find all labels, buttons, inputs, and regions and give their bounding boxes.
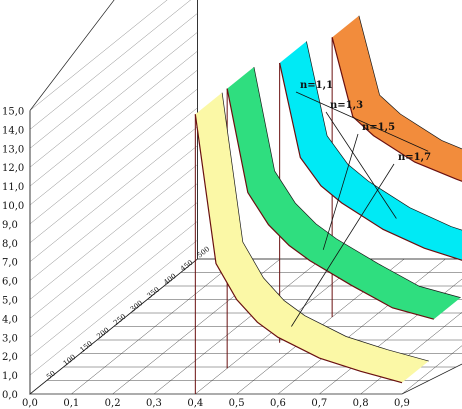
y-tick-label: 7,0 [2,258,18,269]
y-tick-label: 4,0 [2,314,18,325]
wall-y-gridline [29,164,198,300]
series-line [279,62,462,261]
floor-x-gridline [71,258,239,395]
series-back-edge [221,92,429,362]
depth-tick-label: 150 [79,340,94,355]
wall-y-gridline [29,145,198,281]
y-tick-label: 5,0 [2,296,18,307]
series-label: n=1,7 [398,152,431,163]
wall-y-gridline [29,0,168,111]
wall-y-gridline [29,88,198,225]
depth-tick-label: 250 [112,313,127,328]
wall-y-gridline [29,126,198,262]
x-tick-label: 0,6 [270,398,286,409]
series-leader-line [325,111,397,219]
depth-tick-label: 400 [162,272,177,287]
floor-x-gridline [319,278,462,395]
y-tick-label: 9,0 [2,220,18,231]
x-tick-label: 0,4 [187,398,203,409]
depth-tick-label: 200 [95,326,110,341]
x-tick-label: 0,9 [394,398,410,409]
x-tick-label: 0,0 [22,398,38,409]
series-leader-line [322,133,359,250]
y-tick-label: 6,0 [2,277,18,288]
series-label: n=1,5 [362,122,395,133]
y-tick-label: 8,0 [2,239,18,250]
y-tick-label: 10,0 [2,201,24,212]
wall-y-gridline [29,32,198,168]
floor-x-gridline [153,258,322,395]
x-tick-label: 0,7 [311,398,327,409]
floor-x-gridline [401,345,462,395]
series-line [226,88,434,320]
y-tick-label: 1,0 [2,371,18,382]
y-tick-label: 11,0 [2,182,24,193]
depth-tick-label: 350 [146,286,161,301]
chart-series-group [194,15,462,394]
series-back-edge [253,66,461,298]
series-back-edge [306,41,462,231]
series-label: n=1,1 [300,80,333,91]
series-ribbon [332,15,462,182]
left-wall-outline [29,0,198,395]
depth-tick-label: 300 [129,299,144,314]
series-leader-line [291,163,395,327]
wall-y-gridline [29,202,198,338]
series-line [331,37,462,182]
x-tick-label: 0,3 [146,398,162,409]
y-tick-label: 0,0 [2,390,18,401]
chart-annotations: n=1,1 n=1,3 n=1,5 n=1,7 [291,80,431,327]
x-tick-label: 0,5 [229,398,245,409]
wall-y-gridline [29,221,198,357]
y-tick-label: 3,0 [2,333,18,344]
y-tick-label: 2,0 [2,352,18,363]
y-tick-label: 14,0 [2,125,24,136]
series-ribbon [195,92,429,383]
y-tick-label: 13,0 [2,144,24,155]
series-leader-line [295,91,429,152]
series-line [194,114,403,384]
depth-tick-label: 450 [179,259,194,274]
wall-y-gridline [29,69,198,206]
depth-tick-label: 100 [62,353,77,368]
floor-x-gridline [277,258,446,395]
depth-tick-label: 500 [196,245,211,260]
x-tick-label: 0,2 [105,398,121,409]
depth-tick-label: 50 [45,369,57,381]
wall-y-gridline [29,13,198,149]
y-tick-label: 15,0 [2,107,24,118]
series-ribbon [227,67,461,320]
wall-y-gridline [29,0,191,130]
x-tick-label: 0,1 [63,398,79,409]
series-back-edge [358,15,462,150]
wall-y-gridline [29,183,198,319]
series-label: n=1,3 [330,100,363,111]
x-tick-label: 0,8 [353,398,369,409]
series-ribbon [279,41,462,261]
wall-y-gridline [29,50,198,187]
y-tick-label: 12,0 [2,163,24,174]
wall-y-gridline [29,239,198,376]
wall-y-gridline [29,107,198,243]
